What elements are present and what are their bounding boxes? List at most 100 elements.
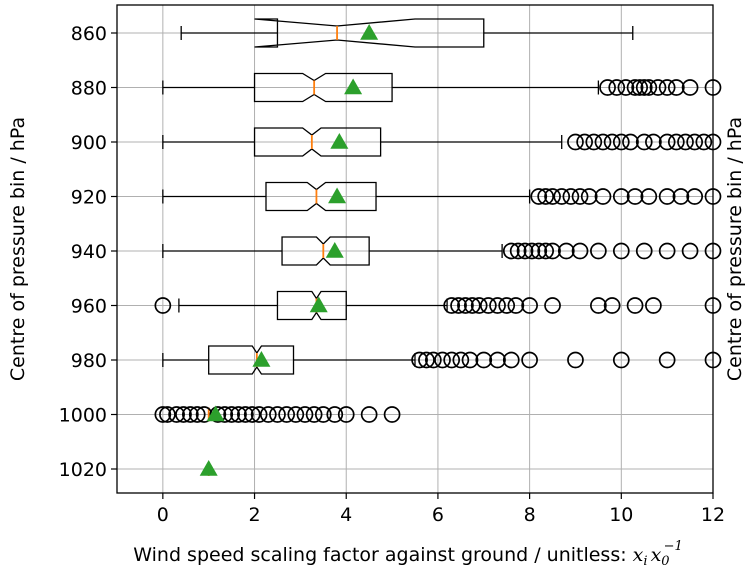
y-tick-label: 940: [71, 241, 107, 263]
outlier-point: [175, 406, 192, 423]
outlier-point: [498, 297, 516, 314]
mean-marker: [330, 133, 349, 149]
outlier-point: [326, 406, 344, 423]
x-axis-label-math-i: i: [643, 554, 647, 569]
x-tick-label: 4: [340, 504, 352, 526]
outlier-point: [537, 188, 555, 205]
y-axis-label-right: Centre of pressure bin / hPa: [724, 117, 746, 381]
x-axis-ticks: 0 2 4 6 8 10 12: [157, 493, 725, 526]
outlier-point: [631, 79, 648, 96]
outlier-point: [585, 133, 603, 151]
box-body: [276, 290, 347, 321]
outlier-point: [681, 242, 699, 260]
outlier-point: [259, 406, 277, 423]
x-axis-label-math-x0: x: [651, 544, 662, 566]
outlier-point: [626, 188, 644, 205]
outlier-point: [594, 133, 612, 151]
box-group: [162, 18, 634, 476]
outlier-point: [658, 133, 676, 151]
outlier-point: [443, 351, 461, 369]
x-tick-label: 12: [701, 504, 725, 526]
outlier-point: [626, 297, 644, 314]
outlier-point: [658, 351, 676, 369]
outlier-point: [617, 79, 635, 96]
y-tick-label: 1000: [59, 405, 107, 427]
mean-marker: [328, 187, 347, 204]
outlier-point: [649, 79, 667, 96]
outlier-point: [667, 79, 685, 96]
x-axis-label-math-minus-one: −1: [664, 539, 683, 554]
outlier-point: [457, 297, 474, 314]
outlier-point: [209, 406, 227, 423]
y-axis-ticks: 860 880 900 920 940 960 980 1000 1020: [59, 23, 117, 481]
outlier-point: [608, 79, 626, 96]
outlier-point: [450, 297, 467, 314]
x-tick-label: 0: [157, 504, 169, 526]
mean-marker: [309, 296, 328, 313]
outlier-point: [557, 242, 575, 260]
x-axis-label-math-zero: 0: [661, 554, 669, 569]
outlier-point: [452, 351, 470, 369]
mean-marker: [325, 242, 344, 258]
outlier-point: [603, 297, 621, 314]
outlier-point: [590, 297, 607, 314]
outlier-point: [154, 297, 172, 314]
outlier-point: [612, 242, 630, 260]
outlier-point: [544, 188, 561, 205]
outlier-point: [521, 297, 538, 314]
outlier-point: [480, 297, 497, 314]
outlier-point: [681, 79, 699, 96]
outlier-point: [296, 406, 314, 423]
outlier-point: [223, 406, 240, 423]
outlier-point: [383, 406, 401, 423]
outlier-point: [599, 79, 616, 96]
outlier-point: [562, 188, 580, 205]
outlier-point: [635, 242, 653, 260]
outlier-point: [154, 406, 172, 423]
outlier-point: [612, 351, 630, 369]
outlier-point: [544, 297, 561, 314]
mean-marker: [360, 24, 379, 40]
outlier-point: [537, 242, 555, 260]
grid-lines: [117, 5, 714, 493]
outlier-point: [686, 133, 704, 151]
x-tick-label: 6: [432, 504, 444, 526]
outlier-point: [502, 242, 520, 260]
outlier-point: [645, 133, 662, 151]
outlier-point: [443, 297, 461, 314]
outlier-point: [635, 79, 653, 96]
outlier-point: [337, 406, 355, 423]
outlier-point: [677, 133, 694, 151]
outlier-point: [612, 188, 630, 205]
outlier-point: [640, 188, 658, 205]
outlier-point: [461, 351, 479, 369]
mean-marker: [344, 78, 363, 95]
box-body: [265, 181, 377, 212]
outlier-point: [182, 406, 199, 423]
outlier-point: [360, 406, 378, 423]
outlier-point: [658, 79, 676, 96]
x-tick-label: 2: [248, 504, 260, 526]
outlier-point: [463, 297, 481, 314]
outlier-point: [523, 242, 541, 260]
x-axis-label-text: Wind speed scaling factor against ground…: [133, 544, 632, 566]
outlier-point: [594, 188, 612, 205]
outlier-point: [590, 242, 607, 260]
mean-marker: [199, 460, 218, 476]
outlier-point: [612, 133, 630, 151]
outlier-point: [489, 351, 506, 369]
outlier-point: [278, 406, 295, 423]
box-body: [253, 127, 382, 157]
outlier-point: [489, 297, 506, 314]
outlier-point: [658, 188, 676, 205]
outlier-point: [626, 79, 644, 96]
outlier-point: [475, 351, 493, 369]
outlier-point: [250, 406, 268, 423]
box-body: [254, 18, 485, 48]
outlier-point: [571, 188, 589, 205]
outlier-point: [269, 406, 286, 423]
outlier-point: [567, 351, 584, 369]
outlier-point: [188, 406, 206, 423]
x-axis-label-math-x: x: [633, 544, 644, 566]
